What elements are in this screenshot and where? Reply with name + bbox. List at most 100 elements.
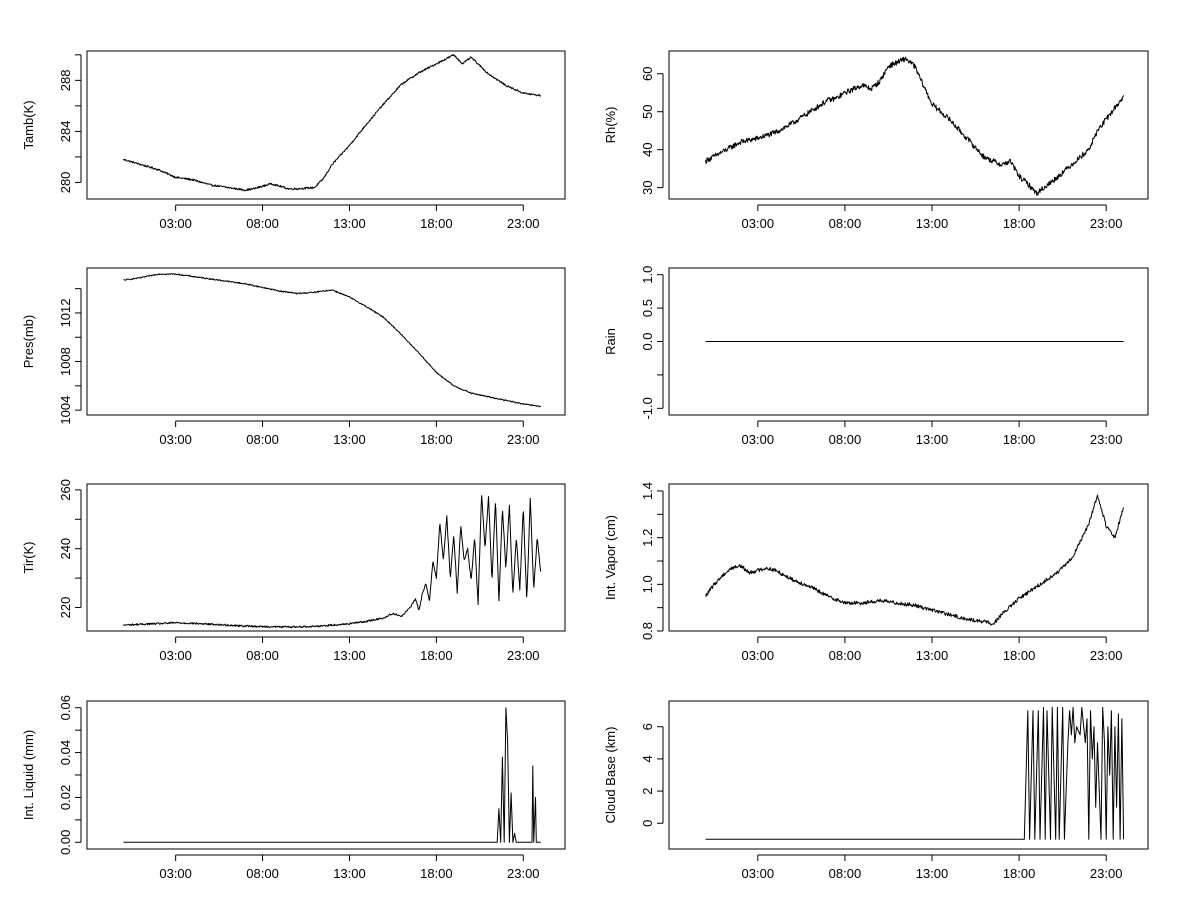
x-tick-label: 23:00 bbox=[507, 432, 540, 447]
y-axis-label: Pres(mb) bbox=[21, 315, 36, 368]
x-tick-label: 18:00 bbox=[420, 866, 453, 881]
plot-frame bbox=[86, 483, 566, 632]
x-tick-label: 13:00 bbox=[916, 648, 949, 663]
x-tick-label: 13:00 bbox=[333, 432, 366, 447]
x-tick-label: 08:00 bbox=[246, 432, 279, 447]
series-line bbox=[123, 495, 542, 629]
y-tick-label: 280 bbox=[58, 172, 73, 194]
y-tick-label: 0.8 bbox=[640, 622, 655, 640]
x-tick-label: 23:00 bbox=[1090, 866, 1123, 881]
y-axis-label: Int. Vapor (cm) bbox=[603, 515, 618, 600]
y-tick-label: 240 bbox=[58, 538, 73, 560]
y-tick-label: 60 bbox=[640, 67, 655, 81]
y-tick-label: 1.4 bbox=[640, 482, 655, 500]
y-tick-label: 0.5 bbox=[640, 299, 655, 317]
x-tick-label: 03:00 bbox=[159, 432, 192, 447]
x-tick-label: 03:00 bbox=[742, 866, 775, 881]
x-tick-label: 08:00 bbox=[829, 216, 862, 231]
plot-frame bbox=[86, 700, 566, 850]
y-tick-label: -1.0 bbox=[640, 397, 655, 419]
panel-pres-mb: 03:00 08:00 13:00 18:00 23:00 1004 1008 1012 Pre… bbox=[21, 267, 566, 447]
y-tick-label: 2 bbox=[640, 787, 655, 794]
x-tick-label: 13:00 bbox=[333, 866, 366, 881]
x-tick-label: 08:00 bbox=[829, 432, 862, 447]
y-tick-label: 0 bbox=[640, 820, 655, 827]
plot-frame bbox=[668, 50, 1149, 200]
y-tick-label: 30 bbox=[640, 180, 655, 194]
x-tick-label: 03:00 bbox=[159, 648, 192, 663]
x-tick-label: 03:00 bbox=[742, 216, 775, 231]
panel-tamb-k: 03:00 08:00 13:00 18:00 23:00 280 284 288 Tamb(K… bbox=[21, 50, 566, 231]
x-tick-label: 18:00 bbox=[420, 216, 453, 231]
plot-frame bbox=[86, 50, 566, 200]
x-tick-label: 03:00 bbox=[742, 432, 775, 447]
x-tick-label: 18:00 bbox=[420, 648, 453, 663]
panel-int-liquid-mm: 03:00 08:00 13:00 18:00 23:00 0.00 0.02 0.04 0.0… bbox=[21, 695, 566, 881]
x-tick-label: 18:00 bbox=[1003, 216, 1036, 231]
panel-rain: 03:00 08:00 13:00 18:00 23:00 -1.0 0.0 0.5 1.0 Ra… bbox=[603, 266, 1149, 447]
x-tick-label: 08:00 bbox=[246, 866, 279, 881]
x-tick-label: 18:00 bbox=[420, 432, 453, 447]
x-tick-label: 23:00 bbox=[507, 866, 540, 881]
x-tick-label: 03:00 bbox=[159, 216, 192, 231]
y-axis-label: Rh(%) bbox=[603, 107, 618, 144]
series-line bbox=[123, 707, 541, 843]
y-axis-label: Tir(K) bbox=[21, 541, 36, 573]
panel-cloud-base-km: 03:00 08:00 13:00 18:00 23:00 0 2 4 6 Cloud Base … bbox=[603, 700, 1149, 881]
x-tick-label: 23:00 bbox=[1090, 648, 1123, 663]
y-tick-label: 1.2 bbox=[640, 529, 655, 547]
y-tick-label: 0.0 bbox=[640, 332, 655, 350]
panel-tir-k: 03:00 08:00 13:00 18:00 23:00 220 240 260 Tir(K) bbox=[21, 479, 566, 663]
series-line bbox=[123, 273, 542, 408]
y-tick-label: 0.02 bbox=[58, 785, 73, 810]
y-tick-label: 1004 bbox=[58, 396, 73, 425]
y-tick-label: 260 bbox=[58, 479, 73, 501]
x-tick-label: 03:00 bbox=[742, 648, 775, 663]
series-line bbox=[705, 56, 1125, 196]
y-tick-label: 50 bbox=[640, 104, 655, 118]
plot-frame bbox=[668, 267, 1149, 416]
x-tick-label: 13:00 bbox=[916, 216, 949, 231]
x-tick-label: 08:00 bbox=[246, 216, 279, 231]
panel-int-vapor-cm: 03:00 08:00 13:00 18:00 23:00 0.8 1.0 1.2 1.4 Int… bbox=[603, 482, 1149, 663]
x-tick-label: 13:00 bbox=[333, 648, 366, 663]
series-line bbox=[123, 54, 542, 192]
x-tick-label: 08:00 bbox=[829, 866, 862, 881]
y-tick-label: 0.06 bbox=[58, 695, 73, 720]
series-line bbox=[705, 706, 1125, 840]
x-tick-label: 18:00 bbox=[1003, 648, 1036, 663]
x-tick-label: 13:00 bbox=[333, 216, 366, 231]
y-tick-label: 0.00 bbox=[58, 830, 73, 855]
y-axis-label: Int. Liquid (mm) bbox=[21, 730, 36, 820]
y-tick-label: 220 bbox=[58, 597, 73, 619]
plot-frame bbox=[86, 267, 566, 416]
y-tick-label: 4 bbox=[640, 755, 655, 762]
series-line bbox=[705, 494, 1125, 626]
x-tick-label: 23:00 bbox=[1090, 432, 1123, 447]
y-tick-label: 0.04 bbox=[58, 740, 73, 765]
y-tick-label: 288 bbox=[58, 69, 73, 91]
y-axis-label: Cloud Base (km) bbox=[603, 727, 618, 824]
x-tick-label: 23:00 bbox=[507, 216, 540, 231]
x-tick-label: 08:00 bbox=[246, 648, 279, 663]
y-tick-label: 1.0 bbox=[640, 266, 655, 284]
x-tick-label: 18:00 bbox=[1003, 432, 1036, 447]
y-tick-label: 1.0 bbox=[640, 575, 655, 593]
y-axis-label: Rain bbox=[603, 328, 618, 355]
y-tick-label: 1008 bbox=[58, 347, 73, 376]
x-tick-label: 18:00 bbox=[1003, 866, 1036, 881]
x-tick-label: 08:00 bbox=[829, 648, 862, 663]
y-tick-label: 284 bbox=[58, 121, 73, 143]
y-tick-label: 40 bbox=[640, 142, 655, 156]
x-tick-label: 13:00 bbox=[916, 432, 949, 447]
plot-frame bbox=[668, 700, 1149, 850]
y-axis-label: Tamb(K) bbox=[21, 100, 36, 149]
panel-rh: 03:00 08:00 13:00 18:00 23:00 30 40 50 60 Rh(%) bbox=[603, 50, 1149, 231]
x-tick-label: 13:00 bbox=[916, 866, 949, 881]
y-tick-label: 6 bbox=[640, 723, 655, 730]
plot-frame bbox=[668, 483, 1149, 632]
x-tick-label: 23:00 bbox=[507, 648, 540, 663]
y-tick-label: 1012 bbox=[58, 298, 73, 327]
x-tick-label: 23:00 bbox=[1090, 216, 1123, 231]
